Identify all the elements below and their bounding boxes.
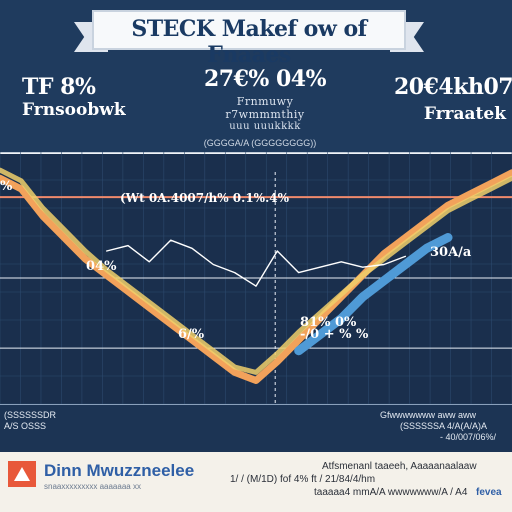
brand-logo-icon [8, 461, 36, 487]
bottom-left-note-2: A/S OSSS [4, 421, 47, 431]
stat-center: 27€% 04% Frnmuwy r7wmmmthiy uuu uuukkkk [200, 66, 330, 132]
bottom-right-note-3: - 40/007/06%/ [440, 432, 497, 442]
stat-right-label: Frraatek [423, 104, 506, 124]
series-line-4 [106, 239, 406, 287]
stat-left: TF 8% Frnsoobwk [22, 74, 126, 120]
chart-annotation: % [0, 179, 13, 194]
footer-line-2: 1/ / (M/1D) fof 4% ft / 21/84/4/hm [230, 474, 376, 485]
chart-annotation: 04% [86, 259, 117, 274]
ribbon [92, 10, 406, 50]
series-line-2 [0, 167, 512, 375]
brand-name: Dinn Mwuzzneelee [44, 461, 195, 480]
page-title: STECK Makef ow of Fnaaes [131, 16, 367, 68]
chart-annotation: -∕0 + % % [300, 327, 369, 342]
stat-center-label: Frnmuwy r7wmmmthiy [225, 95, 305, 121]
chart-annotations: (Wt 0A.4007/h% 0.1%.4% 04% 6/% -∕0 + % %81%… [0, 179, 472, 342]
chart-series [0, 167, 512, 384]
stat-left-value: TF 8% [22, 74, 96, 100]
chart-annotation: 30A/a [430, 245, 472, 260]
footer [0, 452, 512, 512]
stat-right: 20€4kh07% Frraatek [394, 74, 512, 124]
line-chart: (Wt 0A.4007/h% 0.1%.4% 04% 6/% -∕0 + % %81%… [0, 152, 512, 404]
title-banner: STECK Makef ow of Fnaaes [74, 10, 424, 68]
brand-tagline: snaaxxxxxxxxx aaaaaaa xx [44, 482, 141, 491]
stat-right-value: 20€4kh07% [394, 74, 512, 100]
divider-bottom [0, 404, 512, 405]
bottom-right-note-1: Gfwwwwwww aww aww [380, 410, 477, 420]
bottom-right-note-2: (SSSSSSA 4/A(A/A)A [400, 421, 488, 431]
series-line-3 [294, 233, 453, 356]
footer-line-4: fevea [476, 487, 502, 498]
chart-annotation: (Wt 0A.4007/h% 0.1%.4% [120, 191, 290, 205]
lower-band [0, 404, 512, 452]
footer-line-3: taaaaa4 mmA/A wwwwwww/A / A4 [314, 487, 468, 498]
divider-top [0, 152, 512, 154]
stat-center-sub: uuu uuukkkk [229, 121, 301, 132]
stat-left-label: Frnsoobwk [22, 100, 126, 120]
chart-annotation: 81% 0% [300, 315, 357, 330]
chart-grid [0, 152, 512, 404]
series-line-1 [0, 169, 512, 384]
stat-center-value: 27€% 04% [203, 66, 327, 92]
footer-line-1: Atfsmenanl taaeeh, Aaaaanaalaaw [322, 461, 477, 472]
bottom-left-note-1: (SSSSSSDR [4, 410, 57, 420]
stats-caption: (GGGGA/A (GGGGGGGG)) [203, 138, 317, 148]
chart-annotation: 6/% [178, 327, 205, 342]
